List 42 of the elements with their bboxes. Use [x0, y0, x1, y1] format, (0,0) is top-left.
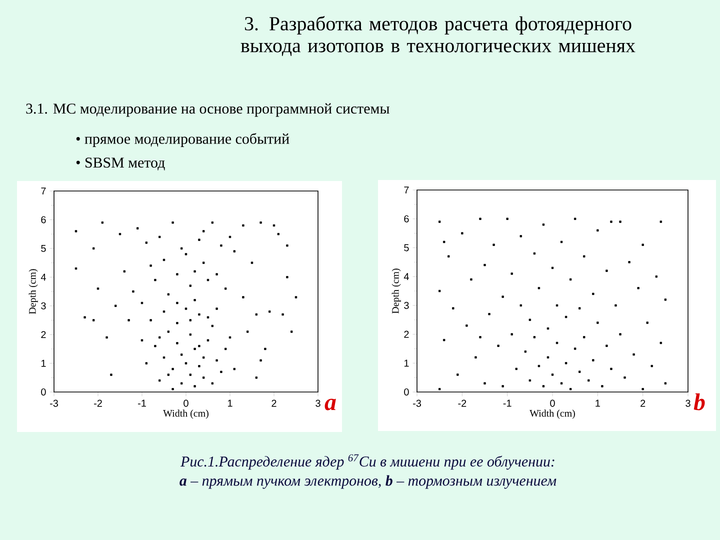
y-tick-label: 1: [41, 360, 46, 367]
text: a: [324, 398, 336, 410]
y-tick-label: 3: [404, 302, 409, 309]
x-tick-label: 1: [596, 400, 600, 407]
x-tick-label: -1: [503, 400, 512, 407]
y-tick-label: 0: [404, 388, 409, 396]
x-axis-title: Width (cm): [530, 410, 575, 419]
y-tick-label: 4: [404, 273, 409, 280]
x-axis-title: Width (cm): [163, 410, 208, 419]
y-tick-label: 5: [404, 244, 409, 252]
text: Рис.1.Распределение ядер $^{67}$Cu в мишени при ее облучении:: [180, 454, 554, 470]
x-tick-label: -2: [94, 400, 102, 407]
text: 3. Разработка методов расчета фотоядерного выхода изотопов в технологических мишенях: [240, 16, 636, 56]
y-tick-label: 7: [41, 188, 46, 194]
y-tick-label: 0: [41, 388, 46, 396]
text: • прямое моделирование событий: [76, 133, 290, 147]
x-tick-label: -3: [413, 400, 422, 407]
x-tick-label: 2: [272, 400, 276, 407]
x-tick-label: -1: [138, 400, 146, 407]
y-axis-title: Depth (cm): [392, 268, 401, 314]
text: b: [694, 393, 705, 410]
x-tick-label: 3: [316, 400, 320, 407]
x-tick-label: 2: [640, 400, 646, 407]
y-tick-label: 4: [40, 274, 46, 281]
y-tick-label: 1: [404, 360, 409, 367]
y-tick-label: 6: [41, 216, 46, 224]
x-tick-label: -3: [50, 400, 58, 407]
y-tick-label: 6: [404, 215, 409, 222]
y-tick-label: 3: [41, 302, 46, 310]
y-tick-label: 7: [404, 186, 409, 194]
y-tick-label: 5: [41, 244, 46, 252]
x-tick-label: 3: [686, 400, 690, 407]
x-tick-label: -2: [458, 400, 466, 407]
x-tick-label: 1: [228, 400, 232, 407]
x-tick-label: 0: [550, 400, 555, 407]
text: 3.1. MC моделирование на основе программной системы: [26, 103, 390, 117]
y-tick-label: 2: [404, 330, 409, 338]
y-axis-title: Depth (cm): [28, 269, 38, 314]
y-tick-label: 2: [41, 331, 46, 338]
x-tick-label: 0: [184, 400, 188, 407]
text: • SBSM метод: [76, 158, 165, 170]
text: a – прямым пучком электронов, b – тормозным излучением: [180, 475, 556, 489]
